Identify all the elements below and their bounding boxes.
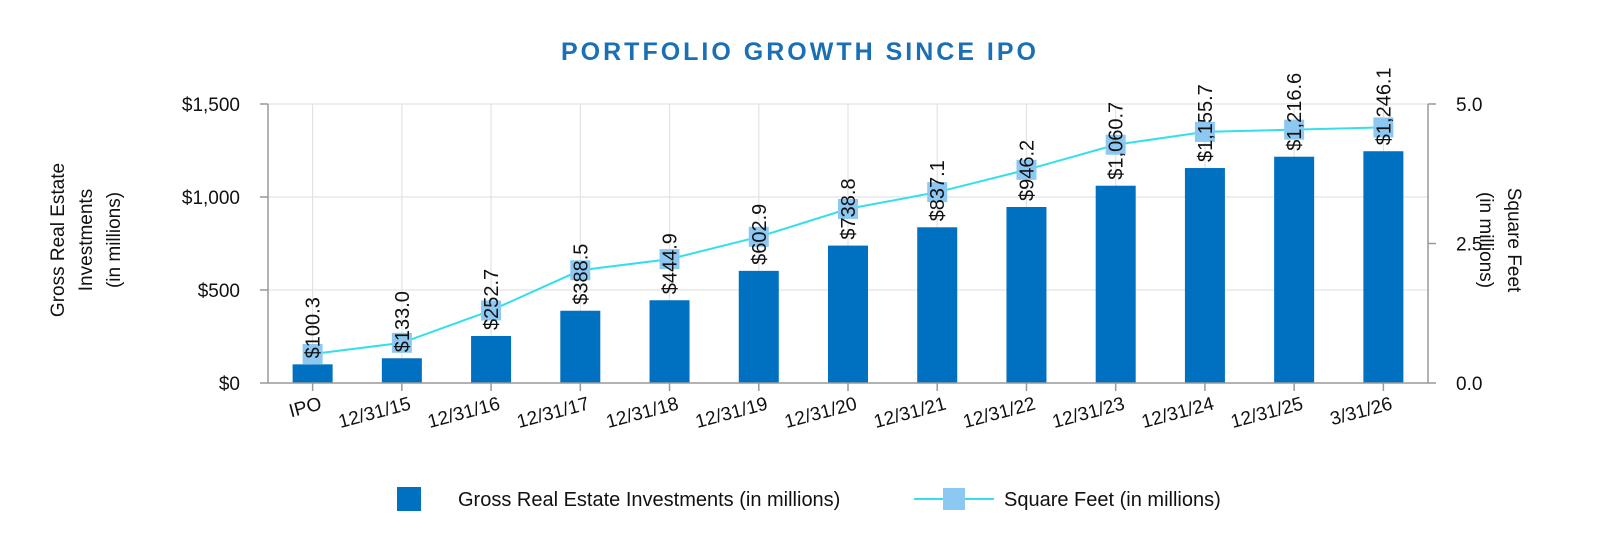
right-tick-label: 5.0 <box>1456 95 1482 116</box>
right-axis-label: Square Feet (in millions) <box>1475 188 1524 293</box>
bar-data-label: $1,216.6 <box>1284 73 1306 151</box>
legend-bar-swatch <box>397 487 421 511</box>
chart-title: PORTFOLIO GROWTH SINCE IPO <box>561 38 1039 66</box>
x-tick-label: 12/31/16 <box>425 394 502 433</box>
right-axis-label-line-1: Square Feet <box>1503 188 1524 293</box>
square-feet-marker <box>1194 121 1215 142</box>
x-tick-label: 12/31/24 <box>1139 393 1216 433</box>
left-tick-label: $1,500 <box>182 95 240 116</box>
x-tick-label: 12/31/25 <box>1229 394 1306 433</box>
right-tick-label: 2.5 <box>1456 235 1482 256</box>
legend-bar-label: Gross Real Estate Investments (in millio… <box>458 489 840 511</box>
square-feet-marker <box>391 332 412 353</box>
square-feet-marker <box>927 182 948 203</box>
bar-data-label: $602.9 <box>749 204 771 265</box>
square-feet-marker <box>748 226 769 247</box>
bar <box>381 358 422 383</box>
x-tick-label: 12/31/15 <box>336 394 413 433</box>
legend-line-marker <box>943 488 965 510</box>
left-tick-label: $0 <box>219 374 240 395</box>
left-tick-label: $1,000 <box>182 188 240 209</box>
square-feet-marker <box>1284 119 1305 140</box>
legend: Gross Real Estate Investments (in millio… <box>397 487 1221 511</box>
data-labels: $100.3 $133.0 $252.7 $388.5 $444.9 $602.9 $738… <box>303 67 1396 358</box>
bar <box>1006 207 1047 383</box>
right-tick-label: 0.0 <box>1456 374 1482 395</box>
bar <box>1095 185 1136 383</box>
bar-data-label: $444.9 <box>660 233 682 294</box>
x-tick-label: 12/31/22 <box>961 394 1038 433</box>
legend-line-label: Square Feet (in millions) <box>1004 489 1221 511</box>
bar-data-label: $252.7 <box>481 269 503 330</box>
bar <box>1184 168 1225 383</box>
bar-data-label: $1,060.7 <box>1106 102 1128 180</box>
bar-data-label: $1,246.1 <box>1373 67 1395 145</box>
x-tick-label: 12/31/19 <box>693 394 770 433</box>
square-feet-marker <box>1373 117 1394 138</box>
bar-data-label: $100.3 <box>303 297 325 358</box>
bar-data-label: $837.1 <box>927 160 949 221</box>
bar <box>649 300 690 383</box>
bar <box>1274 156 1315 383</box>
x-tick-label: 12/31/20 <box>782 394 859 433</box>
x-tick-label: 12/31/17 <box>515 394 592 433</box>
x-tick-label: 12/31/23 <box>1050 394 1127 433</box>
left-axis-label-line-1: Gross Real Estate <box>48 163 69 317</box>
bar <box>471 335 512 383</box>
square-feet-marker <box>659 249 680 270</box>
square-feet-marker <box>481 300 502 321</box>
bar <box>292 364 333 383</box>
left-axis-label: Gross Real Estate Investments (in millio… <box>48 163 125 317</box>
bar <box>828 245 868 383</box>
x-tick-label: 12/31/21 <box>872 394 949 433</box>
bar-data-label: $388.5 <box>570 244 592 305</box>
bar <box>1363 151 1404 383</box>
bar-data-label: $946.2 <box>1016 140 1038 201</box>
bar <box>560 310 601 383</box>
bar-data-label: $133.0 <box>392 291 414 352</box>
x-tick-label: IPO <box>287 394 324 423</box>
square-feet-marker <box>838 198 858 219</box>
x-tick-label: 3/31/26 <box>1328 394 1395 431</box>
bar <box>738 270 779 383</box>
bar-data-label: $738.8 <box>838 178 860 239</box>
square-feet-marker <box>302 343 323 364</box>
bars <box>292 151 1404 383</box>
square-feet-marker <box>1105 134 1126 155</box>
bar-data-label: $1,155.7 <box>1195 84 1217 162</box>
right-axis-label-line-2: (in millions) <box>1475 192 1496 288</box>
left-tick-label: $500 <box>198 281 240 302</box>
square-feet-marker <box>570 260 591 281</box>
left-axis-label-line-3: (in millions) <box>104 192 125 288</box>
left-axis-label-line-2: Investments <box>76 189 97 291</box>
x-tick-label: 12/31/18 <box>604 394 681 433</box>
square-feet-line <box>302 117 1394 364</box>
bar <box>917 227 958 383</box>
square-feet-marker <box>1016 159 1037 180</box>
